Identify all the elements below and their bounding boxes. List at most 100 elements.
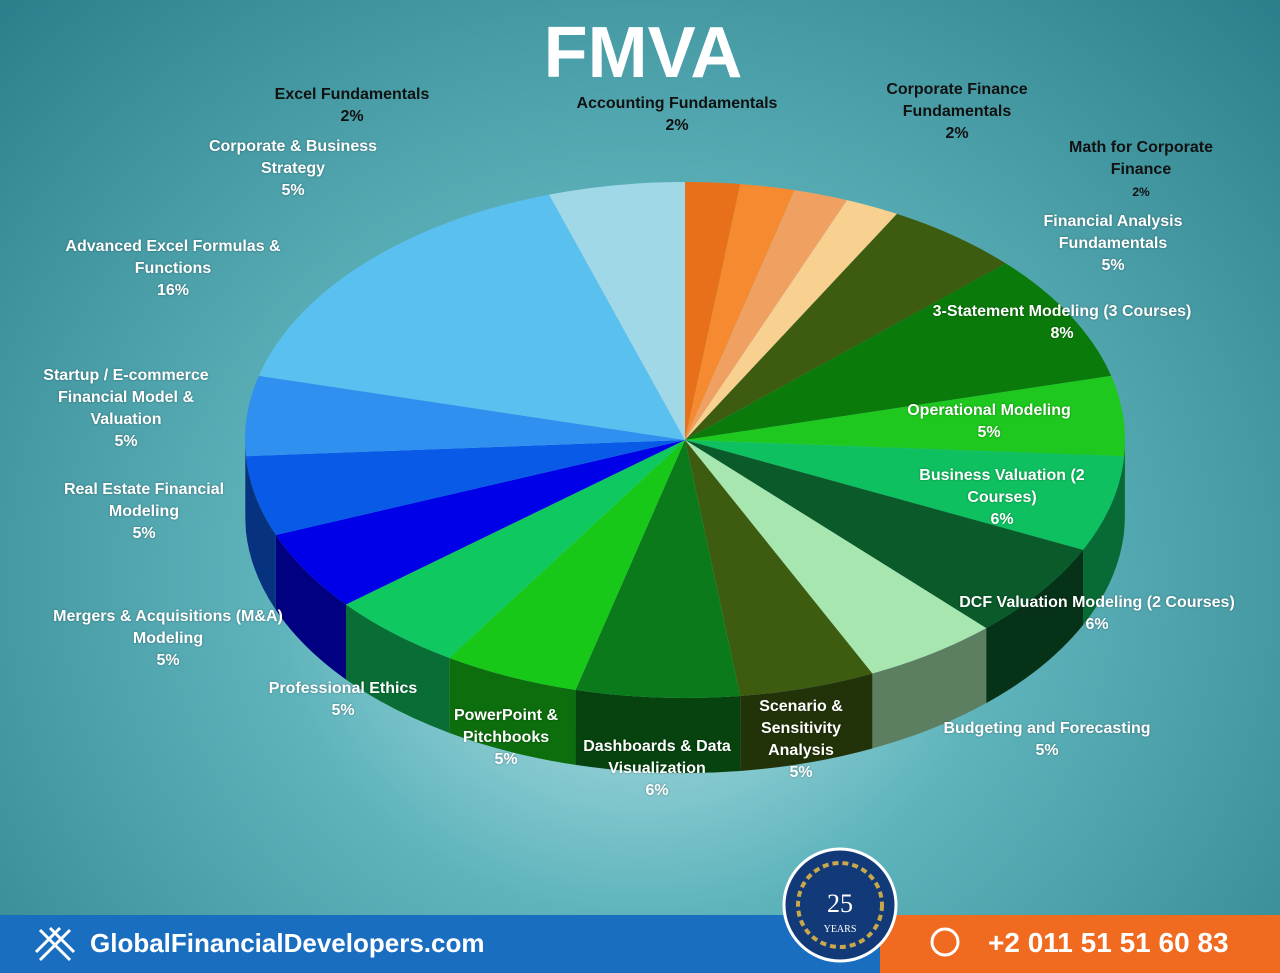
website: GlobalFinancialDevelopers.com bbox=[90, 928, 485, 958]
category-label: Corporate Finance Fundamentals bbox=[886, 81, 1028, 120]
slice-label: 3-Statement Modeling (3 Courses) 8% bbox=[897, 301, 1227, 345]
slice-label: Startup / E-commerce Financial Model & V… bbox=[21, 365, 231, 453]
value-label: 5% bbox=[156, 652, 180, 669]
slice-label: Excel Fundamentals 2% bbox=[222, 84, 482, 128]
slice-side bbox=[1124, 440, 1125, 532]
slice-label: Financial Analysis Fundamentals 5% bbox=[1013, 211, 1213, 277]
slice-side bbox=[345, 604, 450, 733]
footer-bar-phone bbox=[880, 915, 1280, 973]
slice bbox=[685, 200, 897, 440]
slice bbox=[345, 440, 685, 658]
slice-label: Corporate Finance Fundamentals 2% bbox=[857, 79, 1057, 145]
slice bbox=[685, 440, 987, 674]
slice-label: Real Estate Financial Modeling 5% bbox=[44, 479, 244, 545]
badge-wreath bbox=[796, 861, 884, 949]
slice-side bbox=[1083, 456, 1125, 625]
category-label: Professional Ethics bbox=[268, 680, 418, 697]
value-label: 5% bbox=[1035, 742, 1059, 759]
category-label: Startup / E-commerce Financial Model & V… bbox=[43, 367, 209, 428]
value-label: 2% bbox=[945, 125, 969, 142]
category-label: Financial Analysis Fundamentals bbox=[1043, 213, 1183, 252]
slice-side bbox=[449, 657, 576, 765]
slice-side bbox=[740, 673, 873, 771]
logo bbox=[34, 926, 76, 962]
badge-number: 25 bbox=[827, 889, 853, 918]
category-label: Accounting Fundamentals bbox=[576, 95, 778, 112]
slice bbox=[549, 182, 685, 440]
category-label: Budgeting and Forecasting bbox=[943, 720, 1151, 737]
slice bbox=[685, 213, 1006, 440]
phone: +2 011 51 51 60 83 bbox=[988, 927, 1229, 958]
value-label: 5% bbox=[281, 182, 305, 199]
footer-bar bbox=[0, 915, 900, 973]
slice-label: Scenario & Sensitivity Analysis 5% bbox=[746, 696, 856, 784]
value-label: 8% bbox=[1050, 325, 1074, 342]
value-label: 2% bbox=[1132, 185, 1150, 199]
category-label: Scenario & Sensitivity Analysis bbox=[759, 698, 843, 759]
category-label: DCF Valuation Modeling (2 Courses) bbox=[959, 594, 1235, 611]
badge-text: YEARS bbox=[824, 924, 857, 935]
category-label: Business Valuation (2 Courses) bbox=[919, 467, 1085, 506]
slice bbox=[258, 194, 685, 440]
value-label: 5% bbox=[977, 424, 1001, 441]
value-label: 6% bbox=[645, 782, 669, 799]
category-label: Operational Modeling bbox=[907, 402, 1071, 419]
value-label: 6% bbox=[1085, 616, 1109, 633]
slice bbox=[685, 184, 795, 440]
slice-side bbox=[245, 456, 276, 610]
category-label: 3-Statement Modeling (3 Courses) bbox=[932, 303, 1192, 320]
whatsapp-icon bbox=[930, 927, 960, 957]
category-label: Dashboards & Data Visualization bbox=[583, 738, 731, 777]
category-label: Math for Corporate Finance bbox=[1069, 139, 1213, 178]
badge bbox=[782, 847, 898, 963]
category-label: Real Estate Financial Modeling bbox=[63, 481, 225, 520]
value-label: 5% bbox=[132, 525, 156, 542]
slice bbox=[245, 375, 686, 457]
category-label: Corporate & Business Strategy bbox=[208, 138, 378, 177]
slice-label: Business Valuation (2 Courses) 6% bbox=[897, 465, 1107, 531]
category-label: Advanced Excel Formulas & Functions bbox=[65, 238, 281, 277]
slice bbox=[685, 375, 1125, 457]
slice-label: Corporate & Business Strategy 5% bbox=[183, 136, 403, 202]
value-label: 2% bbox=[340, 108, 364, 125]
slice-label: Professional Ethics 5% bbox=[243, 678, 443, 722]
slice bbox=[685, 182, 741, 440]
slice bbox=[685, 190, 847, 440]
slice bbox=[245, 440, 686, 535]
slice-label: Operational Modeling 5% bbox=[874, 400, 1104, 444]
slice bbox=[685, 440, 1125, 550]
slice bbox=[449, 440, 685, 690]
value-label: 5% bbox=[1101, 257, 1125, 274]
slice-side bbox=[245, 440, 246, 532]
slice-side bbox=[275, 534, 346, 680]
category-label: PowerPoint & Pitchbooks bbox=[453, 707, 558, 746]
chart-title: FMVA bbox=[543, 13, 743, 93]
slice bbox=[685, 440, 1084, 629]
slice-label: Accounting Fundamentals 2% bbox=[547, 93, 807, 137]
slice bbox=[275, 440, 685, 605]
slice-side bbox=[575, 689, 741, 773]
value-label: 5% bbox=[494, 751, 518, 768]
slice-label: Dashboards & Data Visualization 6% bbox=[572, 736, 742, 802]
slice-side bbox=[986, 549, 1084, 704]
value-label: 5% bbox=[789, 764, 813, 781]
slice bbox=[685, 440, 873, 696]
slice bbox=[685, 263, 1112, 440]
slice-side bbox=[872, 628, 987, 749]
value-label: 5% bbox=[114, 433, 138, 450]
category-label: Mergers & Acquisitions (M&A) Modeling bbox=[53, 608, 283, 647]
slice-label: Math for Corporate Finance 2% bbox=[1041, 137, 1241, 203]
slice-label: Advanced Excel Formulas & Functions 16% bbox=[48, 236, 298, 302]
category-label: Excel Fundamentals bbox=[274, 86, 430, 103]
slice-label: Budgeting and Forecasting 5% bbox=[917, 718, 1177, 762]
slice-label: DCF Valuation Modeling (2 Courses) 6% bbox=[927, 592, 1267, 636]
value-label: 6% bbox=[990, 511, 1014, 528]
slice-label: Mergers & Acquisitions (M&A) Modeling 5% bbox=[53, 606, 283, 672]
slice-label: PowerPoint & Pitchbooks 5% bbox=[436, 705, 576, 771]
value-label: 5% bbox=[331, 702, 355, 719]
value-label: 16% bbox=[156, 282, 190, 299]
value-label: 2% bbox=[665, 117, 689, 134]
slice bbox=[575, 440, 741, 698]
